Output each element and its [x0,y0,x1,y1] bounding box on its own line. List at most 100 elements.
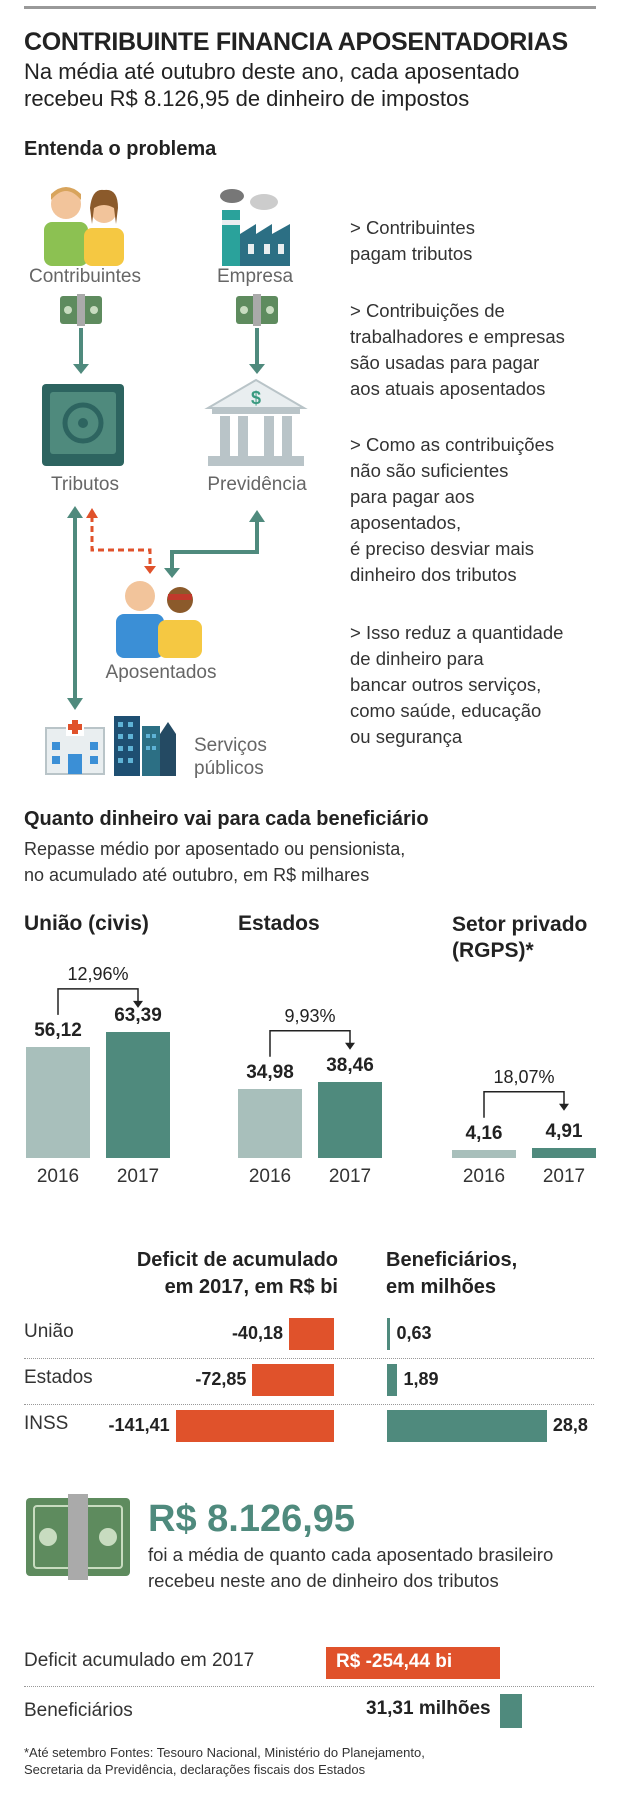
label-empresa: Empresa [216,266,294,287]
change-percent: 18,07% [493,1066,555,1087]
value-label: 34,98 [246,1061,294,1083]
summary-benef-bar [500,1694,522,1728]
footnote-line-2: Secretaria da Previdência, declarações f… [24,1762,366,1777]
top-rule [24,6,596,9]
highlight-text-line-2: recebeu neste ano de dinheiro dos tribut… [148,1570,499,1591]
explanation-2: > Contribuições de trabalhadores e empre… [350,298,620,402]
deficit-bar [252,1364,334,1396]
label-servicos-line-2: públicos [194,758,264,779]
deficit-bar [288,1318,334,1350]
divider [24,1404,594,1405]
highlight-value: R$ 8.126,95 [148,1498,356,1540]
year-label: 2016 [248,1166,292,1187]
flow-arrows [67,328,265,710]
change-percent: 9,93% [284,1005,336,1026]
beneficiaries-value: 28,8 [552,1415,588,1435]
money-icon [60,294,102,326]
label-contribuintes: Contribuintes [29,266,141,287]
summary-deficit-value: R$ -254,44 bi [336,1651,453,1672]
section-desc-line-2: no acumulado até outubro, em R$ milhares [24,865,370,885]
svg-text:$: $ [251,388,261,408]
section-desc-line-1: Repasse médio por aposentado ou pensioni… [24,839,406,859]
explanation-3-line-2: não são suficientes [350,460,509,481]
deficit-table: União -40,18 0,63 Estados -72,85 1,89 INSS -141… [24,1318,594,1442]
explanation-2-line-2: trabalhadores e empresas [350,326,565,347]
explanation-3-line-1: > Como as contribuições [350,434,555,455]
explanation-3-line-5: é preciso desviar mais [350,538,535,559]
chart-title-setor-privado: Setor privado (RGPS)* [452,913,588,962]
row-label: Estados [24,1367,93,1388]
city-buildings-icon [114,716,176,776]
bar-estados-2017 [318,1081,382,1158]
footnote-line-1: *Até setembro Fontes: Tesouro Nacional, … [24,1745,425,1760]
explanation-1: > Contribuintes pagam tributos [350,215,620,267]
summary-benef-label: Beneficiários [24,1700,133,1721]
summary-benef-value: 31,31 milhões [366,1698,491,1719]
value-label: 56,12 [34,1019,82,1041]
chart-title-uniao: União (civis) [24,912,149,935]
beneficiaries-bar [387,1410,547,1442]
explanation-3-line-6: dinheiro dos tributos [350,564,517,585]
explanation-4-line-1: > Isso reduz a quantidade [350,622,564,643]
value-label: 38,46 [326,1054,374,1076]
explanation-3: > Como as contribuições não são suficien… [350,432,620,588]
label-previdencia: Previdência [207,474,307,495]
explanation-2-line-1: > Contribuições de [350,300,505,321]
benef-header: Beneficiários, em milhões [386,1247,517,1301]
beneficiaries-value: 0,63 [396,1323,432,1343]
explanation-1-line-2: pagam tributos [350,243,473,264]
deficit-header-line-1: Deficit de acumulado [136,1249,338,1271]
explanation-1-line-1: > Contribuintes [350,217,475,238]
label-servicos-publicos: Serviços públicos [194,734,284,780]
beneficiaries-bar [387,1318,391,1350]
divider [24,1686,594,1687]
summary-deficit-label: Deficit acumulado em 2017 [24,1650,255,1671]
aposentados-icon [116,581,202,658]
bar-setor-privado-2016 [452,1149,516,1158]
page-title: CONTRIBUINTE FINANCIA APOSENTADORIAS [24,28,568,56]
benef-header-line-2: em milhões [386,1276,497,1298]
contribuintes-icon [44,187,124,266]
value-label: 63,39 [114,1005,162,1027]
row-label: União [24,1321,74,1342]
explanation-3-line-3: para pagar aos [350,486,475,507]
change-bracket [483,1091,569,1118]
deficit-value: -72,85 [195,1369,247,1389]
deficit-header: Deficit de acumulado em 2017, em R$ bi [120,1247,338,1301]
deficit-value: -40,18 [231,1323,283,1343]
previdencia-building-icon: $ [204,378,308,466]
beneficiaries-bar [387,1364,398,1396]
safe-icon [42,384,124,466]
label-tributos: Tributos [51,474,119,495]
label-aposentados: Aposentados [105,662,217,683]
label-servicos-line-1: Serviços [194,735,267,756]
year-label: 2017 [542,1166,586,1187]
bar-setor-privado-2017 [532,1148,596,1158]
explanation-2-line-3: são usadas para pagar [350,352,540,373]
value-label: 4,91 [545,1121,583,1143]
change-bracket [57,988,143,1015]
year-label: 2017 [328,1166,372,1187]
page-subtitle: Na média até outubro deste ano, cada apo… [24,58,604,112]
explanation-2-line-4: aos atuais aposentados [350,378,546,399]
section-heading-problem: Entenda o problema [24,138,217,160]
empresa-icon [220,189,290,266]
year-label: 2016 [36,1166,80,1187]
chart-title-estados: Estados [238,912,320,935]
explanation-4-line-4: como saúde, educação [350,700,542,721]
section-heading-beneficiary: Quanto dinheiro vai para cada beneficiár… [24,808,429,830]
hospital-icon [45,718,105,775]
divider [24,1358,594,1359]
bar-estados-2016 [238,1088,302,1158]
deficit-value: -141,41 [108,1415,170,1435]
money-icon [26,1494,130,1580]
year-label: 2016 [462,1166,506,1187]
highlight-text: foi a média de quanto cada aposentado br… [148,1542,553,1594]
year-label: 2017 [116,1166,160,1187]
subtitle-line-2: recebeu R$ 8.126,95 de dinheiro de impos… [24,86,470,111]
beneficiaries-value: 1,89 [403,1369,439,1389]
explanation-4: > Isso reduz a quantidade de dinheiro pa… [350,620,620,750]
money-icon [236,294,278,326]
subtitle-line-1: Na média até outubro deste ano, cada apo… [24,59,520,84]
